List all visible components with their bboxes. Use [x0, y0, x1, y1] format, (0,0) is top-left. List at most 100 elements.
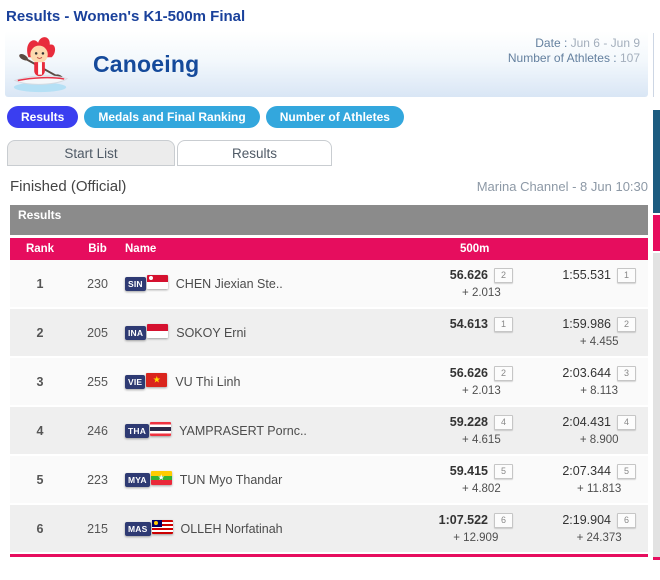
final-time-cell: 2:07.344 5 + 11.813	[513, 456, 648, 503]
noc-flag-badge: THA	[125, 421, 172, 438]
split-time: 56.626	[449, 366, 488, 380]
tab-results[interactable]: Results	[177, 140, 332, 166]
noc-flag-badge: SIN	[125, 274, 168, 291]
date-label: Date :	[535, 36, 568, 50]
results-rows: 1 230 SIN CHEN Jiexian Ste.. 56.626 2 + …	[10, 260, 648, 554]
number-of-athletes-button[interactable]: Number of Athletes	[265, 106, 404, 128]
split-time: 59.228	[449, 415, 488, 429]
split-diff: + 4.615	[462, 434, 501, 446]
final-rank-box: 2	[617, 317, 636, 332]
split-500m-cell: 54.613 1	[408, 309, 513, 356]
split-diff: + 12.909	[453, 532, 499, 544]
bib-cell: 215	[87, 521, 108, 536]
noc-code: MAS	[125, 521, 151, 536]
athlete-name: SOKOY Erni	[176, 325, 247, 340]
split-diff: + 2.013	[462, 385, 501, 397]
final-time: 2:19.904	[562, 513, 611, 527]
final-time-cell: 2:19.904 6 + 24.373	[513, 505, 648, 552]
athletes-label: Number of Athletes :	[507, 51, 617, 65]
split-rank-box: 4	[494, 415, 513, 430]
noc-code: MYA	[125, 472, 150, 487]
flag-ina-icon	[147, 323, 169, 338]
athlete-name: OLLEH Norfatinah	[180, 521, 283, 536]
nav-button-row: Results Medals and Final Ranking Number …	[7, 106, 660, 128]
results-button[interactable]: Results	[7, 106, 79, 128]
event-info: Date : Jun 6 - Jun 9 Number of Athletes …	[508, 36, 640, 66]
flag-mas-icon	[151, 519, 173, 534]
final-rank-box: 3	[617, 366, 636, 381]
split-500m-cell: 56.626 2 + 2.013	[408, 358, 513, 405]
rank-cell: 4	[36, 423, 44, 438]
final-diff: + 24.373	[576, 532, 622, 544]
bib-cell: 205	[87, 325, 108, 340]
rank-cell: 6	[36, 521, 44, 536]
header-bib: Bib	[88, 243, 107, 255]
mascot-canoeing-icon	[13, 37, 69, 93]
athlete-name: CHEN Jiexian Ste..	[175, 276, 283, 291]
split-rank-box: 2	[494, 366, 513, 381]
final-time-cell: 2:04.431 4 + 8.900	[513, 407, 648, 454]
result-row: 3 255 VIE VU Thi Linh 56.626 2 + 2.013	[10, 358, 648, 407]
noc-flag-badge: VIE	[125, 372, 168, 389]
result-row: 5 223 MYA TUN Myo Thandar 59.415 5 + 4.8…	[10, 456, 648, 505]
split-500m-cell: 59.228 4 + 4.615	[408, 407, 513, 454]
medals-final-ranking-button[interactable]: Medals and Final Ranking	[84, 106, 260, 128]
final-time-cell: 1:59.986 2 + 4.455	[513, 309, 648, 356]
event-date-line: Date : Jun 6 - Jun 9	[508, 36, 640, 51]
rank-cell: 1	[36, 276, 44, 291]
athlete-name: YAMPRASERT Pornc..	[179, 423, 307, 438]
result-row: 6 215 MAS OLLEH Norfatinah 1:07.522 6 + …	[10, 505, 648, 554]
offscreen-panel-gray-sliver	[653, 253, 660, 560]
athlete-name: VU Thi Linh	[175, 374, 241, 389]
noc-flag-badge: MAS	[125, 519, 173, 536]
noc-code: VIE	[125, 374, 146, 389]
final-time: 1:55.531	[562, 268, 611, 282]
split-rank-box: 5	[494, 464, 513, 479]
final-rank-box: 4	[617, 415, 636, 430]
split-500m-cell: 59.415 5 + 4.802	[408, 456, 513, 503]
athlete-count-line: Number of Athletes : 107	[508, 51, 640, 66]
page-title: Results - Women's K1-500m Final	[6, 8, 246, 25]
athletes-value: 107	[619, 51, 640, 65]
header-rank: Rank	[25, 243, 55, 255]
flag-mya-icon	[150, 470, 172, 485]
final-diff: + 4.455	[579, 336, 619, 348]
athlete-cell: INA SOKOY Erni	[125, 323, 408, 340]
final-diff: + 8.900	[579, 434, 619, 446]
athlete-cell: VIE VU Thi Linh	[125, 372, 408, 389]
split-time: 56.626	[449, 268, 488, 282]
noc-code: THA	[125, 423, 150, 438]
bib-cell: 246	[87, 423, 108, 438]
flag-sin-icon	[146, 274, 168, 289]
final-rank-box: 5	[617, 464, 636, 479]
split-rank-box: 6	[494, 513, 513, 528]
split-rank-box: 2	[494, 268, 513, 283]
table-header-row: Rank Bib Name 500m	[10, 238, 648, 260]
result-row: 1 230 SIN CHEN Jiexian Ste.. 56.626 2 + …	[10, 260, 648, 309]
flag-tha-icon	[150, 421, 172, 436]
rank-cell: 5	[36, 472, 44, 487]
tab-start-list[interactable]: Start List	[7, 140, 175, 166]
noc-flag-badge: INA	[125, 323, 169, 340]
athlete-cell: MAS OLLEH Norfatinah	[125, 519, 408, 536]
final-diff	[562, 287, 636, 300]
athlete-cell: SIN CHEN Jiexian Ste..	[125, 274, 408, 291]
sport-banner: Canoeing Date : Jun 6 - Jun 9 Number of …	[5, 31, 648, 97]
final-time: 2:03.644	[562, 366, 611, 380]
bib-cell: 223	[87, 472, 108, 487]
venue-time: Marina Channel - 8 Jun 10:30	[476, 179, 648, 194]
offscreen-panel-blue-sliver	[653, 110, 660, 213]
final-time: 2:04.431	[562, 415, 611, 429]
status-state: Finished (Official)	[10, 178, 127, 195]
flag-vie-icon	[146, 372, 168, 387]
noc-code: SIN	[125, 276, 146, 291]
bib-cell: 230	[87, 276, 108, 291]
split-time: 54.613	[449, 317, 488, 331]
split-time: 59.415	[449, 464, 488, 478]
status-row: Finished (Official) Marina Channel - 8 J…	[10, 178, 648, 195]
split-diff: + 2.013	[462, 287, 501, 299]
noc-flag-badge: MYA	[125, 470, 172, 487]
split-diff: + 4.802	[462, 483, 501, 495]
split-rank-box: 1	[494, 317, 513, 332]
